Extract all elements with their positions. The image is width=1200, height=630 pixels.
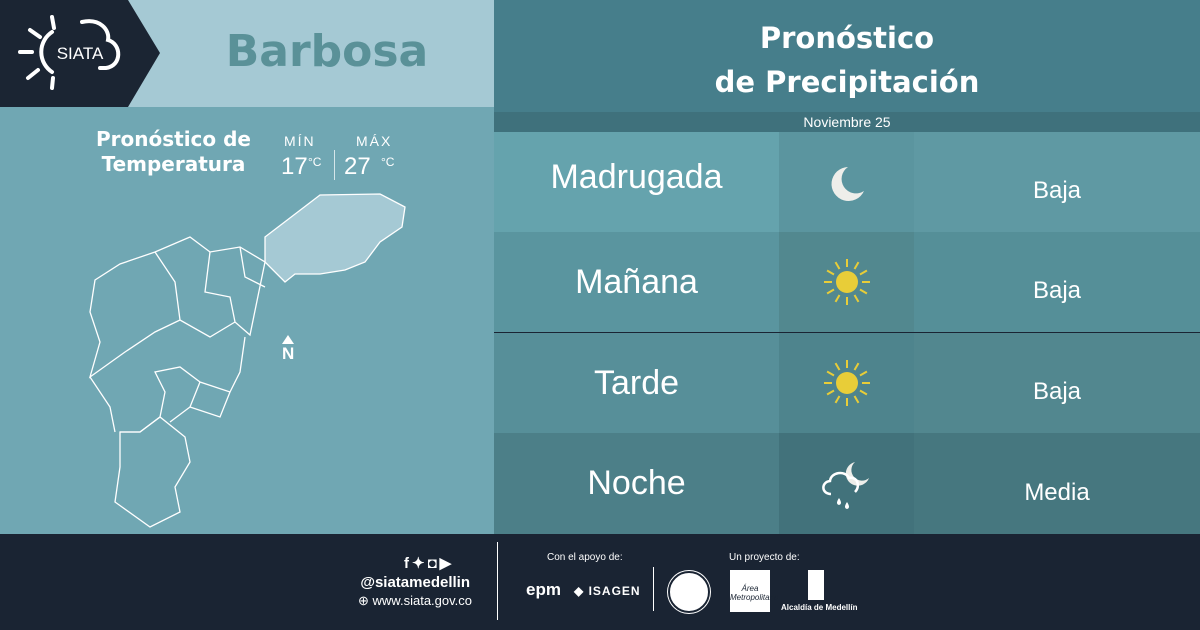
precipitation-title: Pronóstico de Precipitación xyxy=(494,16,1200,104)
footer-divider xyxy=(653,567,654,611)
north-arrow-icon xyxy=(282,335,295,344)
alcaldia-crest-logo xyxy=(808,570,824,600)
siata-sun-cloud-icon: SIATA xyxy=(18,15,121,90)
max-label: MÁX xyxy=(356,133,393,149)
precipitation-level: Media xyxy=(914,433,1200,534)
weather-icon-cell xyxy=(779,232,914,332)
forecast-row: Noche Media xyxy=(494,433,1200,534)
globe-icon: ⊕ xyxy=(358,593,373,608)
cloud-moon-rain-icon xyxy=(821,462,869,509)
weather-icon-cell xyxy=(779,433,914,534)
min-label: MÍN xyxy=(284,133,316,149)
max-unit: °C xyxy=(381,155,395,169)
sun-icon xyxy=(823,360,870,406)
siata-logo: SIATA xyxy=(0,0,160,107)
university-seal-logo xyxy=(668,571,710,613)
epm-logo: epm xyxy=(526,580,561,599)
social-icons: f✦◘▶ xyxy=(404,554,454,572)
forecast-row: Mañana Baja xyxy=(494,232,1200,332)
twitter-icon[interactable]: ✦ xyxy=(412,555,428,572)
precipitation-title-line1: Pronóstico xyxy=(759,21,935,55)
precipitation-level: Baja xyxy=(914,333,1200,433)
weather-icon-cell xyxy=(779,132,914,232)
facebook-icon[interactable]: f xyxy=(404,555,412,572)
municipality-map xyxy=(88,193,406,528)
max-value: 27 xyxy=(344,153,371,180)
moon-icon xyxy=(831,167,864,201)
temp-divider xyxy=(334,150,335,180)
precipitation-level: Baja xyxy=(914,132,1200,232)
sun-icon xyxy=(823,259,870,305)
isagen-logo: ◆ ISAGEN xyxy=(574,584,641,598)
period-label: Tarde xyxy=(494,333,779,433)
area-metropolitana-logo: Área Metropolitana xyxy=(730,570,778,612)
temperature-title-line2: Temperatura xyxy=(101,152,246,176)
instagram-icon[interactable]: ◘ xyxy=(427,555,440,572)
forecast-row: Madrugada Baja xyxy=(494,132,1200,232)
precipitation-level: Baja xyxy=(914,232,1200,332)
youtube-icon[interactable]: ▶ xyxy=(439,555,455,572)
website-text: www.siata.gov.co xyxy=(372,593,472,608)
footer-divider xyxy=(497,542,498,620)
precipitation-header xyxy=(494,0,1200,112)
period-label: Mañana xyxy=(494,232,779,332)
forecast-date: Noviembre 25 xyxy=(494,112,1200,132)
min-value: 17 xyxy=(281,153,308,180)
alcaldia-label: Alcaldía de Medellín xyxy=(781,603,858,612)
temperature-title-line1: Pronóstico de xyxy=(96,127,251,151)
social-handle[interactable]: @siatamedellin xyxy=(360,574,470,591)
temperature-panel: N xyxy=(0,107,494,534)
support-label: Con el apoyo de: xyxy=(547,552,623,563)
north-label: N xyxy=(282,344,295,363)
north-arrow: N xyxy=(282,335,294,364)
svg-text:SIATA: SIATA xyxy=(57,44,104,63)
period-label: Noche xyxy=(494,433,779,534)
website-link[interactable]: ⊕ www.siata.gov.co xyxy=(346,593,472,609)
city-name: Barbosa xyxy=(225,26,429,77)
temperature-title: Pronóstico de Temperatura xyxy=(96,127,251,177)
period-label: Madrugada xyxy=(494,132,779,232)
precipitation-title-line2: de Precipitación xyxy=(714,65,980,99)
weather-icon-cell xyxy=(779,333,914,433)
forecast-row: Tarde Baja xyxy=(494,333,1200,433)
min-unit: °C xyxy=(308,155,322,169)
project-label: Un proyecto de: xyxy=(729,552,800,563)
footer: f✦◘▶ @siatamedellin ⊕ www.siata.gov.co C… xyxy=(0,534,1200,630)
